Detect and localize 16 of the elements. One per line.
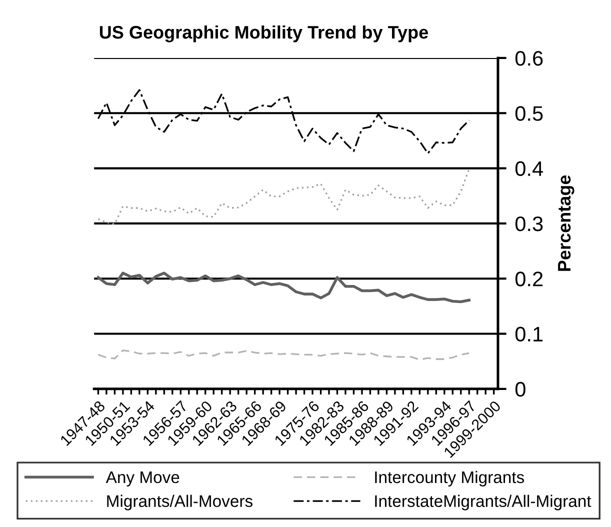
y-tick-label: 0.1 bbox=[515, 326, 543, 342]
legend-label: Migrants/All-Movers bbox=[107, 494, 252, 510]
y-tick-label: 0 bbox=[515, 382, 526, 397]
line-series bbox=[97, 349, 470, 361]
y-tick-label: 0.6 bbox=[515, 50, 543, 66]
y-tick-label: 0.2 bbox=[515, 272, 543, 286]
y-tick-label: 0.5 bbox=[515, 106, 543, 121]
chart-title: US Geographic Mobility Trend by Type bbox=[100, 25, 428, 42]
legend-label: Any Move bbox=[106, 472, 180, 486]
y-tick-label: 0.4 bbox=[515, 161, 543, 176]
y-axis-title: Percentage bbox=[558, 175, 574, 271]
legend-label: InterstateMigrants/All-Migrant bbox=[375, 494, 592, 510]
y-tick-label: 0.3 bbox=[515, 216, 543, 232]
legend-label: Intercounty Migrants bbox=[375, 470, 524, 486]
line-series bbox=[97, 168, 470, 225]
line-series bbox=[96, 272, 471, 304]
